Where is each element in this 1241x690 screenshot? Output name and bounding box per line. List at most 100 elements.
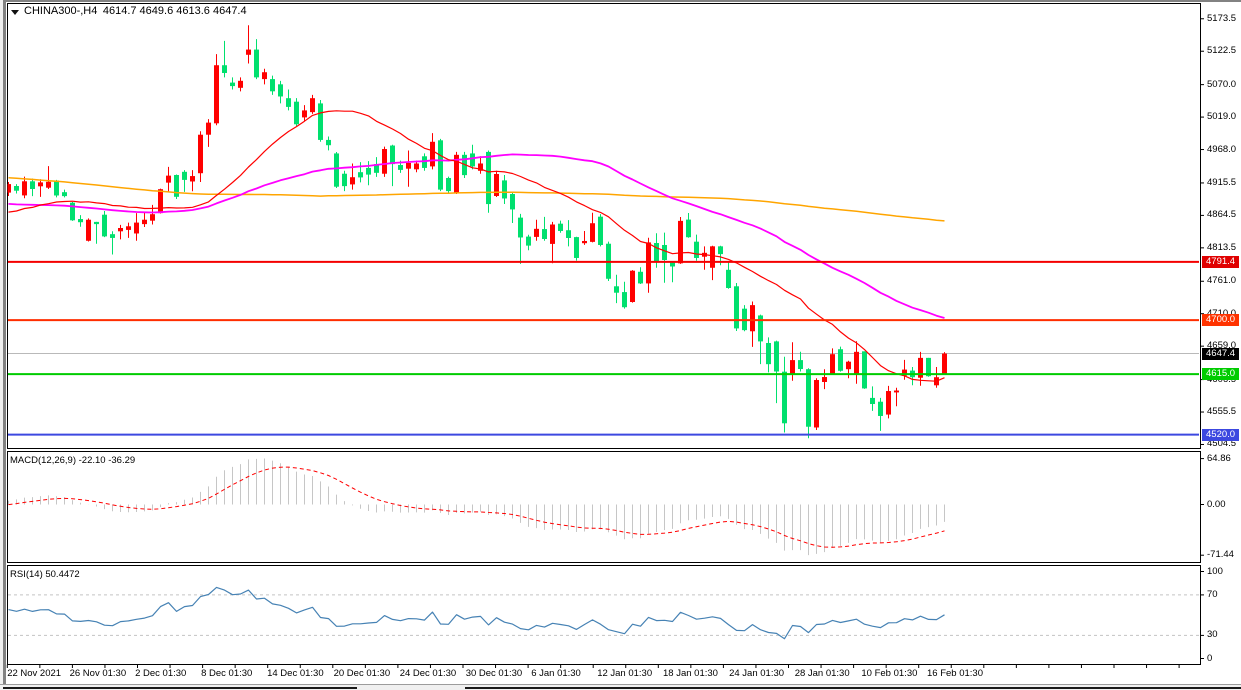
- price-axis-label: 4659.0: [1207, 340, 1237, 352]
- time-axis-label: 24 Jan 01:30: [729, 668, 785, 679]
- candle-body-bull: [430, 141, 435, 167]
- candle-body-bear: [374, 164, 379, 173]
- candle-body-bull: [830, 354, 835, 375]
- time-axis-label: 14 Dec 01:30: [267, 668, 324, 679]
- candle-body-bull: [846, 361, 851, 370]
- time-axis-label: 26 Nov 01:30: [69, 668, 127, 679]
- price-axis-label: 4968.0: [1207, 143, 1237, 155]
- rsi-panel[interactable]: [7, 565, 1201, 665]
- candle-body-bull: [814, 380, 819, 428]
- ma-fast-line: [8, 110, 945, 382]
- candle-body-bear: [862, 351, 867, 389]
- price-marker-4700.0: 4700.0: [1202, 314, 1239, 327]
- candle-body-bull: [198, 134, 203, 174]
- candle-body-bear: [806, 369, 811, 427]
- candle-body-bear: [14, 186, 19, 191]
- macd-plot: [8, 458, 945, 556]
- candle-body-bear: [622, 292, 627, 308]
- candle-body-bull: [678, 220, 683, 264]
- price-marker-4791.4: 4791.4: [1202, 255, 1239, 268]
- next-window-border-left: [3, 687, 357, 689]
- candle-body-bear: [390, 145, 395, 165]
- candle-body-bear: [686, 219, 691, 238]
- candle-body-bull: [750, 305, 755, 332]
- candle-body-bear: [502, 180, 507, 199]
- candle-body-bull: [126, 226, 131, 230]
- rsi-axis-label: 100: [1207, 565, 1223, 577]
- price-axis-label: 5070.0: [1207, 78, 1237, 90]
- candle-body-bear: [286, 98, 291, 107]
- time-axis-label: 16 Feb 01:30: [927, 668, 983, 679]
- candle-body-bull: [710, 246, 715, 268]
- time-axis-label: 8 Dec 01:30: [201, 668, 253, 679]
- time-axis-label: 24 Dec 01:30: [399, 668, 457, 679]
- candle-body-bull: [38, 182, 43, 187]
- candle-body-bear: [510, 194, 515, 210]
- price-axis-label: 4504.5: [1207, 438, 1237, 450]
- candle-body-bear: [798, 360, 803, 370]
- candle-body-bull: [582, 240, 587, 244]
- candle-body-bull: [22, 181, 27, 196]
- candle-body-bear: [518, 217, 523, 238]
- rsi-axis-label: 30: [1207, 629, 1218, 641]
- candle-body-bull: [790, 360, 795, 374]
- candle-body-bear: [78, 219, 83, 223]
- candle-body-bear: [782, 371, 787, 424]
- candle-body-bull: [822, 377, 827, 382]
- candle-body-bear: [30, 181, 35, 189]
- candle-body-bear: [94, 221, 99, 225]
- candle-body-bull: [406, 162, 411, 169]
- candle-body-bull: [478, 163, 483, 171]
- candle-body-bear: [638, 271, 643, 284]
- candle-body-bear: [254, 49, 259, 78]
- candle-body-bull: [190, 176, 195, 182]
- candle-body-bull: [86, 219, 91, 241]
- price-axis-label: 5122.5: [1207, 45, 1237, 57]
- candle-body-bear: [598, 216, 603, 245]
- price-axis-label: 4915.5: [1207, 176, 1237, 188]
- candle-body-bull: [214, 65, 219, 124]
- chart-title: CHINA300-,H4 4614.7 4649.6 4613.6 4647.4: [24, 5, 247, 17]
- time-axis-label: 10 Feb 01:30: [861, 668, 918, 679]
- candle-body-bull: [46, 181, 51, 188]
- candle-body-bear: [614, 286, 619, 293]
- time-axis-label: 12 Jan 01:30: [597, 668, 653, 679]
- price-axis-label: 4813.5: [1207, 241, 1237, 253]
- candle-body-bear: [726, 269, 731, 289]
- candle-body-bear: [54, 180, 59, 196]
- candle-body-bear: [566, 230, 571, 238]
- candle-body-bull: [7, 184, 11, 193]
- price-axis-label: 4864.5: [1207, 209, 1237, 221]
- candle-body-bull: [246, 49, 251, 55]
- candle-body-bear: [446, 177, 451, 192]
- candle-body-bull: [494, 173, 499, 196]
- main-plot: [7, 25, 1199, 439]
- chart-title-ohlc: 4614.7 4649.6 4613.6 4647.4: [102, 5, 247, 17]
- time-axis-label: 20 Dec 01:30: [333, 668, 391, 679]
- candle-body-bull: [382, 149, 387, 174]
- symbol-dropdown-icon[interactable]: [11, 10, 19, 15]
- rsi-axis-label: 0: [1207, 652, 1213, 664]
- candle-body-bear: [694, 241, 699, 258]
- candle-body-bull: [534, 228, 539, 237]
- candle-body-bull: [310, 98, 315, 113]
- candle-body-bear: [318, 103, 323, 140]
- candle-body-bull: [350, 177, 355, 185]
- candle-body-bear: [398, 165, 403, 170]
- candle-body-bear: [926, 357, 931, 377]
- candle-body-bull: [262, 72, 267, 80]
- rsi-plot: [8, 586, 1199, 640]
- candle-body-bull: [902, 369, 907, 376]
- candle-body-bull: [142, 219, 147, 225]
- candle-body-bull: [206, 122, 211, 135]
- candle-body-bear: [734, 286, 739, 329]
- candle-body-bear: [470, 153, 475, 167]
- candle-body-bear: [878, 401, 883, 416]
- candle-body-bear: [294, 101, 299, 125]
- price-axis-label: 4710.0: [1207, 308, 1236, 319]
- candle-body-bear: [326, 139, 331, 146]
- macd-panel[interactable]: [7, 451, 1201, 563]
- candle-body-bear: [438, 140, 443, 190]
- time-axis-label: 6 Jan 01:30: [531, 668, 581, 679]
